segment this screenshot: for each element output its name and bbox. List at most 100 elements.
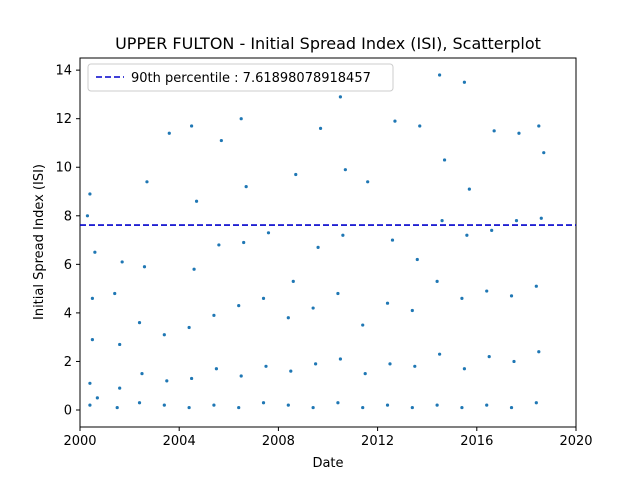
scatter-point <box>410 308 414 313</box>
scatter-point <box>492 129 496 133</box>
scatter-point <box>385 403 390 407</box>
scatter-point <box>212 403 216 407</box>
scatter-point <box>145 180 149 184</box>
scatter-point <box>311 405 315 410</box>
chart-title: UPPER FULTON - Initial Spread Index (ISI… <box>115 34 541 53</box>
scatter-point <box>537 124 541 128</box>
scatter-point <box>261 401 266 405</box>
scatter-point <box>435 403 439 407</box>
scatter-point <box>165 379 169 383</box>
scatter-point <box>361 323 365 327</box>
scatter-point <box>487 355 491 359</box>
scatter-point <box>90 338 94 342</box>
scatter-point <box>289 369 293 373</box>
scatter-point <box>385 301 390 305</box>
scatter-point <box>438 73 442 77</box>
scatter-point <box>517 131 521 135</box>
scatter-point <box>534 401 538 405</box>
x-tick-label: 2008 <box>262 434 295 449</box>
scatter-point <box>460 296 464 300</box>
scatter-point <box>162 333 166 337</box>
scatter-point <box>462 367 466 371</box>
scatter-point <box>237 304 241 308</box>
scatter-point <box>311 306 315 310</box>
scatter-point <box>137 401 142 405</box>
plot-area-frame <box>79 57 577 428</box>
scatter-point <box>539 216 543 220</box>
scatter-point <box>187 405 191 410</box>
scatter-point <box>440 219 444 223</box>
scatter-point <box>88 192 92 196</box>
scatter-point <box>438 352 442 356</box>
scatter-point <box>512 359 516 364</box>
scatter-point <box>410 405 414 410</box>
legend-label: 90th percentile : 7.61898078918457 <box>131 71 371 86</box>
scatter-point <box>167 131 171 135</box>
scatter-point <box>388 362 392 366</box>
y-tick-label: 6 <box>64 258 72 273</box>
scatter-point <box>314 362 318 366</box>
y-tick-label: 12 <box>55 112 72 127</box>
x-tick-label: 2012 <box>361 434 394 449</box>
scatter-points <box>85 73 546 410</box>
scatter-point <box>244 185 248 189</box>
scatter-point <box>194 199 199 203</box>
y-axis-title: Initial Spread Index (ISI) <box>32 164 47 320</box>
scatter-point <box>212 313 216 317</box>
scatter-point <box>115 405 119 410</box>
x-axis-title: Date <box>312 456 343 471</box>
scatter-point <box>90 296 94 300</box>
scatter-point <box>343 168 347 172</box>
scatter-point <box>214 367 218 371</box>
x-tick-label: 2004 <box>163 434 196 449</box>
legend: 90th percentile : 7.61898078918457 <box>87 63 394 92</box>
scatter-point <box>118 342 122 347</box>
scatter-point <box>534 284 538 288</box>
scatter-point <box>217 243 221 247</box>
x-tick-label: 2020 <box>559 434 592 449</box>
scatter-point <box>291 279 295 283</box>
x-axis: 2000 2004 2008 2012 2016 2020 <box>63 427 593 449</box>
scatter-point <box>413 364 417 368</box>
scatter-point <box>435 279 439 283</box>
scatter-point <box>509 405 514 410</box>
y-tick-label: 8 <box>64 209 72 224</box>
scatter-point <box>393 119 397 123</box>
scatter-point <box>485 289 489 293</box>
scatter-point <box>465 233 469 237</box>
scatter-point <box>113 291 117 296</box>
scatter-point <box>118 386 122 390</box>
scatter-point <box>88 403 92 407</box>
scatter-point <box>261 296 266 300</box>
scatter-point <box>514 219 519 223</box>
scatter-point <box>537 350 541 354</box>
scatter-point <box>460 405 464 410</box>
scatter-point <box>542 151 546 155</box>
scatter-point <box>85 214 90 218</box>
legend-box <box>87 63 394 92</box>
scatter-point <box>142 265 147 269</box>
scatter-point <box>361 405 365 410</box>
scatter-point <box>336 401 340 405</box>
y-tick-label: 14 <box>55 64 72 79</box>
scatter-point <box>140 371 144 376</box>
scatter-point <box>341 233 345 237</box>
scatter-point <box>390 238 395 242</box>
scatter-point <box>338 357 342 361</box>
scatter-point <box>366 180 370 184</box>
scatter-point <box>239 374 243 378</box>
scatter-point <box>363 371 367 376</box>
scatter-point <box>190 376 194 381</box>
scatter-point <box>336 291 340 296</box>
y-tick-label: 4 <box>64 306 72 321</box>
scatter-point <box>318 126 323 130</box>
scatter-point <box>338 95 342 99</box>
scatter-point <box>137 321 142 325</box>
scatter-point <box>467 187 471 191</box>
scatter-point <box>415 257 419 262</box>
scatter-point <box>242 240 246 245</box>
scatter-point <box>192 267 196 271</box>
scatter-point <box>286 316 290 320</box>
